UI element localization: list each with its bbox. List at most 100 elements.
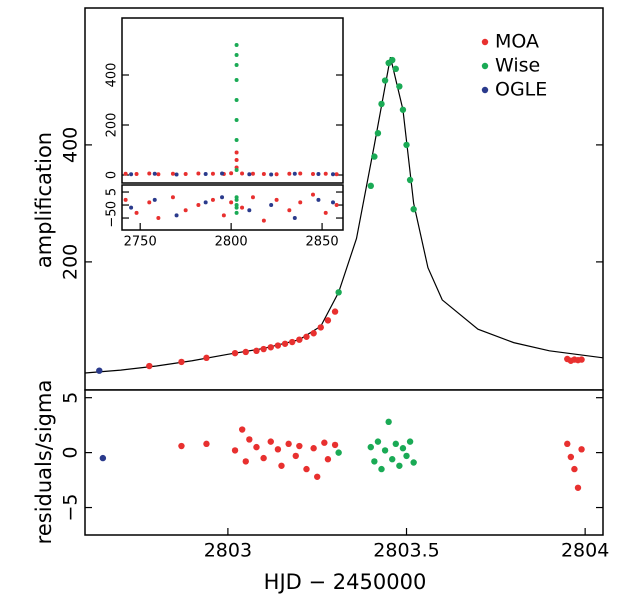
data-point [281,340,289,347]
data-point [374,129,382,137]
data-point [399,106,407,113]
data-point [267,344,274,351]
y-tick-label: 400 [60,127,82,163]
data-point [178,358,185,366]
data-point [578,356,585,363]
data-point [240,171,245,176]
data-point [287,171,292,176]
data-point [203,440,210,448]
data-point [292,216,297,221]
data-point [220,171,225,176]
data-point [261,172,266,176]
data-point [314,473,321,480]
data-point [203,354,210,362]
y-axis-label: amplification [32,132,56,268]
data-point [378,100,385,108]
data-point [324,456,332,463]
data-point [269,172,274,177]
data-point [571,465,578,473]
data-point [331,308,339,315]
data-point [330,172,335,177]
data-point [234,210,239,215]
data-point [410,206,417,213]
data-point [406,176,414,184]
data-point [323,210,328,215]
data-point [321,439,328,446]
residual-axis-label: residuals/sigma [32,380,56,545]
data-point [203,200,208,205]
data-point [123,171,128,176]
x-tick-label: 2850 [306,235,339,250]
data-point [303,465,310,473]
data-point [123,197,128,202]
data-point [392,65,399,73]
data-point [310,192,315,197]
x-tick-label: 2803.5 [373,540,439,562]
legend-label: OGLE [495,79,547,101]
data-point [196,171,201,176]
data-point [234,195,239,200]
y-tick-label: −5 [60,494,82,522]
data-point [203,172,208,176]
data-point [231,447,239,454]
data-point [134,172,139,176]
data-point [298,200,303,205]
data-point [220,195,225,200]
legend-marker [481,38,489,46]
data-point [316,172,321,176]
data-point [330,200,335,205]
data-point [334,203,339,208]
data-point [247,208,252,213]
data-point [221,213,226,218]
data-point [183,208,188,213]
data-point [371,458,378,465]
data-point [196,203,201,208]
data-point [278,462,285,469]
data-point [156,172,161,177]
data-point [310,330,317,337]
data-point [316,197,321,202]
data-point [240,205,245,210]
data-point [147,171,152,176]
data-point [381,447,389,454]
data-point [129,172,134,177]
data-point [289,338,296,346]
y-tick-label: 400 [105,63,120,88]
data-point [242,458,249,465]
data-point [310,172,315,176]
data-point [578,446,585,453]
data-point [234,63,239,67]
data-point [367,182,374,190]
legend-label: MOA [495,31,539,53]
data-point [99,454,107,462]
legend-label: Wise [495,55,540,77]
data-point [403,141,410,149]
y-tick-label: 200 [60,244,82,280]
model-curve [84,57,604,374]
data-point [253,347,260,355]
data-point [374,438,382,445]
data-point [331,441,339,449]
x-axis-label: HJD − 2450000 [264,570,427,594]
data-point [152,171,157,176]
x-tick-label: 2750 [124,235,157,250]
data-point [229,171,234,176]
data-point [403,452,410,460]
data-point [389,56,396,64]
data-point [317,324,324,331]
y-tick-label: 0 [60,447,82,459]
data-point [296,442,303,450]
data-point [371,153,378,160]
data-point [246,436,253,443]
data-point [406,438,414,445]
data-point [269,203,274,208]
data-point [296,336,303,343]
data-point [287,208,292,213]
data-point [324,317,332,324]
data-point [574,484,582,491]
data-point [174,172,179,177]
data-point [389,456,396,463]
data-point [410,459,417,466]
data-point [292,452,299,460]
